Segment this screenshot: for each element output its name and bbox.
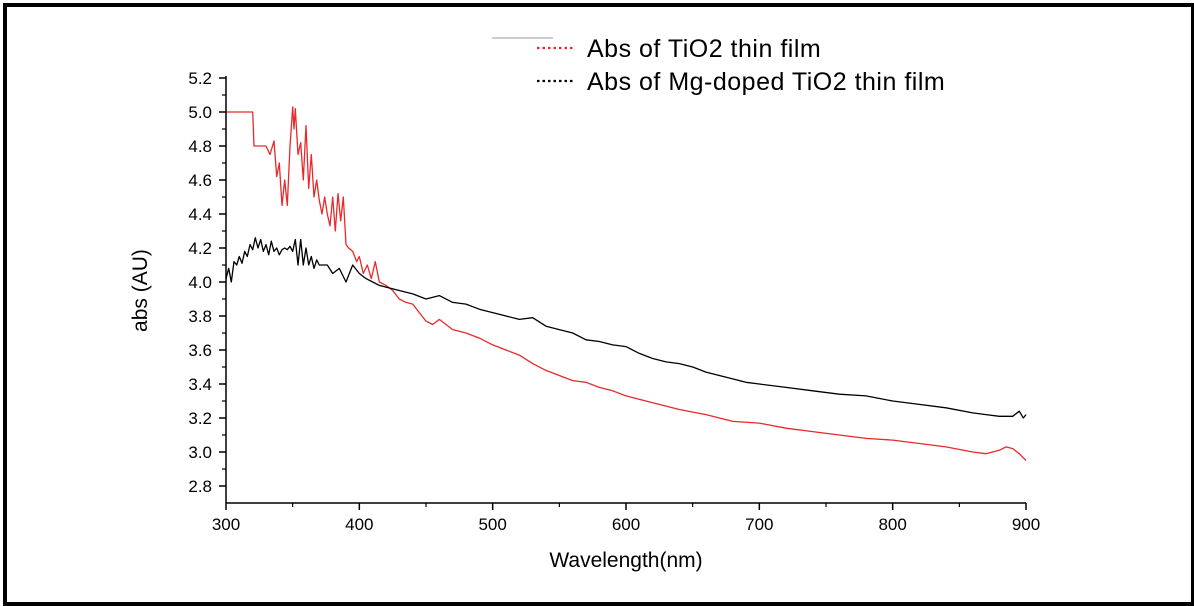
series-layer [225,106,1027,461]
x-axis-title: Wavelength(nm) [549,549,702,572]
y-tick-label: 4.0 [188,273,212,292]
x-tick-label: 300 [212,515,240,534]
y-tick-label: 3.2 [188,409,212,428]
y-tick-label: 4.4 [188,205,212,224]
x-tick-label: 900 [1012,515,1040,534]
y-tick-label: 3.4 [188,375,212,394]
x-tick-label: 500 [478,515,506,534]
legend: Abs of TiO2 thin film Abs of Mg-doped TiO… [492,35,945,96]
series-line-1 [226,106,1027,461]
y-tick-label: 4.2 [188,239,212,258]
y-tick-label: 5.0 [188,103,212,122]
x-ticks: 300 400 500 600 700 800 900 [212,503,1040,534]
axes: 300 400 500 600 700 800 900 2.8 3.0 3.2 3.4 3.6 3.8… [188,69,1040,534]
x-tick-label: 700 [745,515,773,534]
line-chart: Abs of TiO2 thin film Abs of Mg-doped TiO… [129,35,1040,572]
legend-label-2: Abs of Mg-doped TiO2 thin film [587,68,945,96]
x-tick-label: 600 [612,515,640,534]
legend-label-1: Abs of TiO2 thin film [587,35,821,63]
series-line-2 [225,237,1027,419]
y-tick-label: 4.6 [188,171,212,190]
x-tick-label: 400 [345,515,373,534]
y-axis-title: abs (AU) [129,249,152,332]
y-tick-label: 4.8 [188,137,212,156]
y-tick-label: 3.6 [188,341,212,360]
y-tick-label: 5.2 [188,69,212,88]
chart-frame: Abs of TiO2 thin film Abs of Mg-doped TiO… [3,3,1194,606]
y-tick-label: 3.8 [188,307,212,326]
y-ticks: 2.8 3.0 3.2 3.4 3.6 3.8 4.0 4.2 4.4 4.6 4.8 5.0 5.2 [188,69,226,496]
y-tick-label: 2.8 [188,477,212,496]
x-tick-label: 800 [878,515,906,534]
y-tick-label: 3.0 [188,443,212,462]
